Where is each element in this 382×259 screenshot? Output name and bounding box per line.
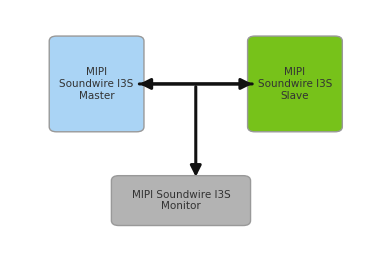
- FancyBboxPatch shape: [112, 176, 251, 226]
- Text: MIPI Soundwire I3S
Monitor: MIPI Soundwire I3S Monitor: [131, 190, 230, 211]
- FancyBboxPatch shape: [49, 36, 144, 132]
- FancyBboxPatch shape: [248, 36, 342, 132]
- Text: MIPI
Soundwire I3S
Slave: MIPI Soundwire I3S Slave: [258, 67, 332, 100]
- Text: MIPI
Soundwire I3S
Master: MIPI Soundwire I3S Master: [60, 67, 134, 100]
